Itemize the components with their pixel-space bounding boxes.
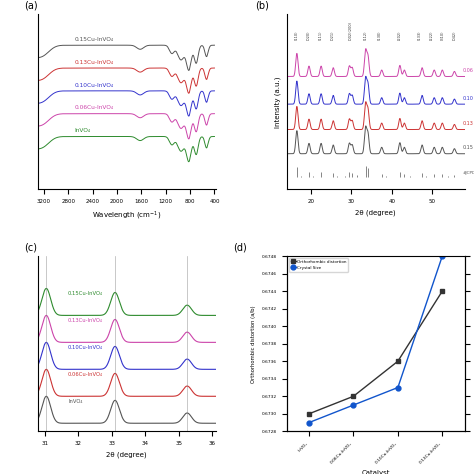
Text: (b): (b) xyxy=(255,1,269,11)
Text: (a): (a) xyxy=(24,1,37,11)
Text: 0.15Cu-InVO₄: 0.15Cu-InVO₄ xyxy=(68,292,103,296)
Y-axis label: Orthorhombic distortion (a/b): Orthorhombic distortion (a/b) xyxy=(251,305,256,383)
Text: (202): (202) xyxy=(398,30,402,40)
X-axis label: Catalyst: Catalyst xyxy=(361,470,390,474)
Text: 0.13: 0.13 xyxy=(463,121,474,126)
Legend: Orthorhombic distortion, Crystal Size: Orthorhombic distortion, Crystal Size xyxy=(289,258,348,272)
Text: (110): (110) xyxy=(295,30,299,40)
Orthorhombic distortion xyxy=(439,288,445,294)
Text: #JCPDS: #JCPDS xyxy=(463,171,474,175)
Text: 0.10Cu-InVO₄: 0.10Cu-InVO₄ xyxy=(68,345,103,350)
Text: 0.06: 0.06 xyxy=(463,68,474,73)
Text: InVO₄: InVO₄ xyxy=(68,399,82,404)
Orthorhombic distortion xyxy=(395,358,401,364)
Text: (111): (111) xyxy=(319,30,323,40)
Line: Orthorhombic distortion: Orthorhombic distortion xyxy=(307,289,445,416)
Text: 0.10: 0.10 xyxy=(463,96,474,101)
Text: (133): (133) xyxy=(418,30,422,40)
Text: (020): (020) xyxy=(307,30,311,40)
Text: (d): (d) xyxy=(233,243,247,253)
Text: (112): (112) xyxy=(364,30,367,40)
Text: (042): (042) xyxy=(452,30,456,40)
Line: Crystal Size: Crystal Size xyxy=(307,254,445,425)
Crystal Size xyxy=(439,253,445,259)
Text: InVO₄: InVO₄ xyxy=(74,128,91,133)
X-axis label: Wavelength (cm$^{-1}$): Wavelength (cm$^{-1}$) xyxy=(92,210,162,222)
Crystal Size xyxy=(395,385,401,391)
Orthorhombic distortion xyxy=(351,393,356,399)
Crystal Size xyxy=(351,402,356,408)
Text: 0.15Cu-InVO₄: 0.15Cu-InVO₄ xyxy=(74,37,114,42)
Text: (c): (c) xyxy=(24,243,36,253)
Text: 0.10Cu-InVO₄: 0.10Cu-InVO₄ xyxy=(74,82,114,88)
Text: (130): (130) xyxy=(378,30,382,40)
Y-axis label: Intensity (a.u.): Intensity (a.u.) xyxy=(275,76,281,128)
X-axis label: 2θ (degree): 2θ (degree) xyxy=(356,210,396,216)
Crystal Size xyxy=(306,420,312,426)
Text: (222): (222) xyxy=(430,30,434,40)
Text: 0.06Cu-InVO₄: 0.06Cu-InVO₄ xyxy=(68,372,103,377)
Text: 0.13Cu-InVO₄: 0.13Cu-InVO₄ xyxy=(74,60,114,65)
X-axis label: 2θ (degree): 2θ (degree) xyxy=(107,452,147,458)
Text: (002)(200): (002)(200) xyxy=(348,20,353,40)
Text: 0.13Cu-InVO₄: 0.13Cu-InVO₄ xyxy=(68,319,103,323)
Text: (310): (310) xyxy=(440,30,444,40)
Text: 0.06Cu-InVO₄: 0.06Cu-InVO₄ xyxy=(74,105,114,110)
Text: (021): (021) xyxy=(331,30,335,40)
Text: 0.15: 0.15 xyxy=(463,146,474,150)
Orthorhombic distortion xyxy=(306,411,312,417)
